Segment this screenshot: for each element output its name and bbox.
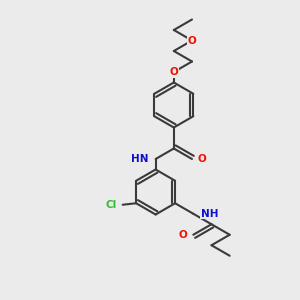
Text: NH: NH (201, 209, 218, 219)
Text: O: O (198, 154, 207, 164)
Text: O: O (169, 67, 178, 77)
Text: O: O (178, 230, 187, 240)
Text: HN: HN (130, 154, 148, 164)
Text: O: O (188, 35, 196, 46)
Text: Cl: Cl (105, 200, 117, 210)
